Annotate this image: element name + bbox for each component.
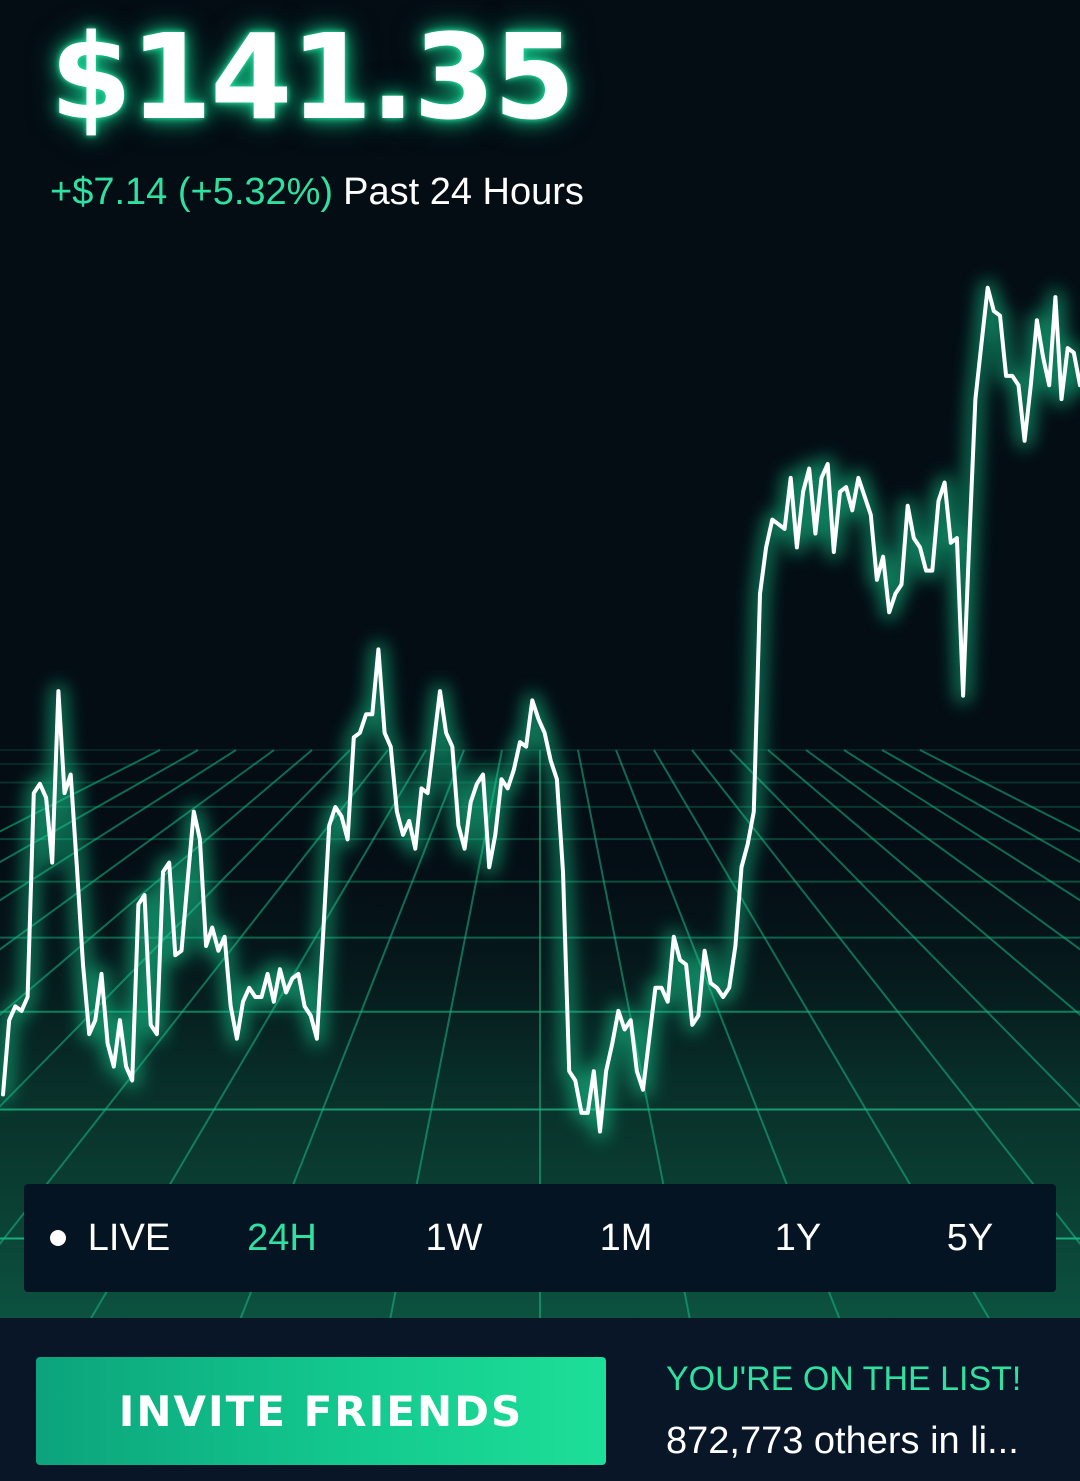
range-option-24h[interactable]: 24H — [247, 1216, 317, 1259]
price-change-value: +$7.14 (+5.32%) — [50, 171, 334, 213]
price-change-period: Past 24 Hours — [343, 171, 584, 213]
grid-line — [843, 749, 1080, 902]
grid-line — [691, 749, 1080, 1246]
grid-line — [0, 749, 275, 951]
current-price: $141.35 — [50, 8, 575, 146]
grid-line — [0, 749, 237, 902]
grid-line — [0, 749, 351, 1108]
time-range-selector: LIVE 24H 1W 1M 1Y 5Y — [24, 1184, 1056, 1292]
price-change-row: +$7.14 (+5.32%) Past 24 Hours — [50, 168, 584, 216]
grid-line — [881, 749, 1080, 864]
range-option-live[interactable]: LIVE — [24, 1217, 196, 1260]
price-line — [1, 285, 1080, 1134]
range-option-1y[interactable]: 1Y — [774, 1216, 822, 1259]
range-option-5y[interactable]: 5Y — [946, 1216, 994, 1259]
grid-line — [729, 749, 1080, 1108]
range-option-1w[interactable]: 1W — [425, 1216, 483, 1259]
live-dot-icon — [49, 1230, 66, 1246]
price-chart — [0, 279, 1080, 1320]
invite-friends-button[interactable]: INVITE FRIENDS — [36, 1357, 606, 1465]
range-option-1m[interactable]: 1M — [599, 1216, 653, 1259]
bottom-panel: INVITE FRIENDS YOU'RE ON THE LIST! 872,7… — [0, 1318, 1080, 1481]
grid-line — [805, 749, 1080, 951]
waitlist-title: YOU'RE ON THE LIST! — [666, 1360, 1022, 1398]
waitlist-count: 872,773 others in li... — [666, 1420, 1019, 1462]
range-option-label: LIVE — [87, 1216, 171, 1259]
grid-line — [767, 749, 1080, 1016]
